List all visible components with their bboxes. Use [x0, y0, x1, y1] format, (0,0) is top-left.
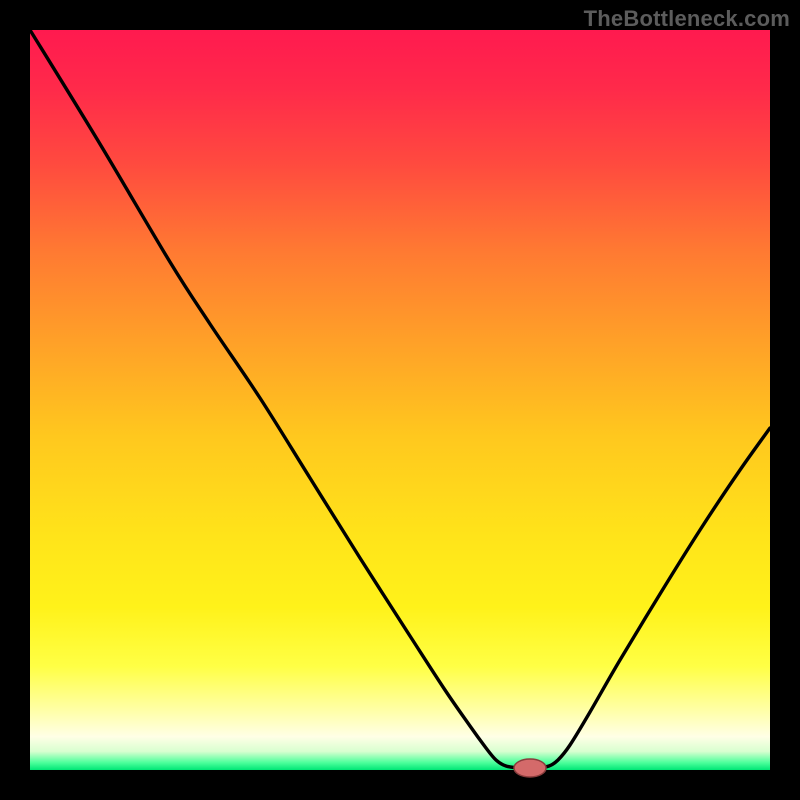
optimal-marker: [514, 759, 546, 777]
bottleneck-chart: [0, 0, 800, 800]
chart-background: [30, 30, 770, 770]
watermark-text: TheBottleneck.com: [584, 6, 790, 32]
chart-container: TheBottleneck.com: [0, 0, 800, 800]
